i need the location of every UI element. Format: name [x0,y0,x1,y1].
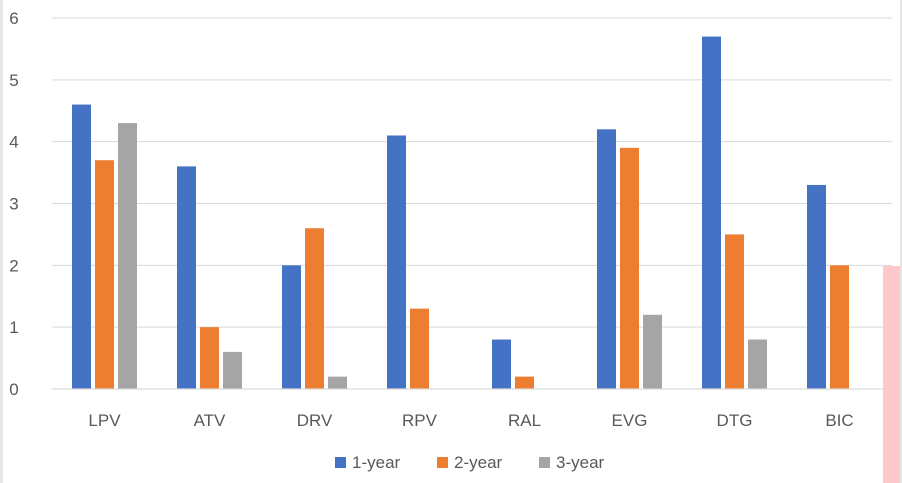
bar-bic-1-year [807,184,826,389]
bar-evg-3-year [643,314,662,389]
bar-atv-2-year [200,327,219,389]
y-tick-label: 4 [9,133,18,152]
bar-evg-1-year [597,129,616,390]
bar-ral-1-year [492,339,511,389]
x-tick-label: DRV [297,411,333,430]
bar-bic-2-year [830,265,849,389]
x-tick-label: ATV [194,411,226,430]
x-tick-label: EVG [612,411,648,430]
pink-overlay-bar [883,266,902,483]
bars [72,36,849,390]
x-tick-label: RAL [508,411,541,430]
y-tick-label: 0 [9,380,18,399]
bar-drv-3-year [328,376,347,389]
bar-atv-3-year [223,351,242,389]
legend-swatch-3-year [539,457,550,468]
bar-rpv-1-year [387,135,406,389]
bar-dtg-2-year [725,234,744,389]
bar-evg-2-year [620,147,639,389]
bar-dtg-3-year [748,339,767,389]
y-tick-label: 2 [9,256,18,275]
legend-swatch-1-year [335,457,346,468]
bar-lpv-1-year [72,104,91,390]
bar-drv-2-year [305,228,324,389]
bar-ral-2-year [515,376,534,389]
legend-label-3-year: 3-year [556,453,605,472]
y-axis-ticks: 0 1 2 3 4 5 6 [9,9,18,399]
bar-rpv-2-year [410,308,429,389]
legend-label-2-year: 2-year [454,453,503,472]
x-tick-label: RPV [402,411,438,430]
x-tick-label: BIC [825,411,853,430]
bar-lpv-2-year [95,160,114,389]
bar-atv-1-year [177,166,196,389]
x-axis: LPV ATV DRV RPV RAL EVG DTG BIC [52,388,892,430]
x-tick-label: LPV [88,411,121,430]
bar-dtg-1-year [702,36,721,390]
y-tick-label: 1 [9,318,18,337]
bar-drv-1-year [282,265,301,389]
legend-swatch-2-year [437,457,448,468]
y-tick-label: 3 [9,195,18,214]
legend-label-1-year: 1-year [352,453,401,472]
y-tick-label: 6 [9,9,18,28]
y-tick-label: 5 [9,71,18,90]
legend: 1-year 2-year 3-year [335,453,605,472]
bar-lpv-3-year [118,123,137,389]
x-tick-label: DTG [717,411,753,430]
